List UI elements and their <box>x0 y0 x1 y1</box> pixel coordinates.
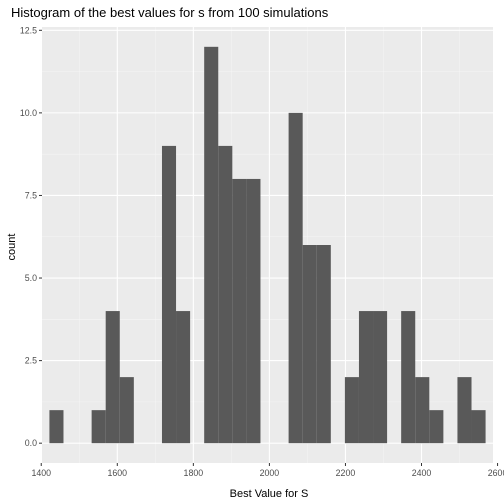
histogram-bar <box>415 377 430 444</box>
histogram-bar <box>232 178 247 444</box>
x-tick-label: 2000 <box>260 468 280 478</box>
histogram-bar <box>288 112 303 444</box>
y-axis: 0.0 2.5 5.0 7.5 10.0 12.5 <box>20 25 42 448</box>
x-axis: 1400 1600 1800 2000 2200 2400 2600 <box>31 463 504 478</box>
y-tick-label: 0.0 <box>25 438 37 448</box>
histogram-bar <box>471 410 486 444</box>
histogram-bar <box>49 410 64 444</box>
histogram-bar <box>457 377 472 444</box>
x-tick-label: 2600 <box>488 468 504 478</box>
x-axis-title: Best Value for S <box>230 488 309 500</box>
y-tick-label: 2.5 <box>25 356 37 366</box>
histogram-bar <box>161 145 177 444</box>
histogram-bar <box>246 178 261 444</box>
y-tick-label: 7.5 <box>25 190 37 200</box>
histogram-bar <box>176 311 191 444</box>
histogram-bar <box>373 311 388 444</box>
histogram-bar <box>91 410 106 444</box>
x-tick-label: 1400 <box>31 468 51 478</box>
x-tick-label: 1600 <box>108 468 128 478</box>
histogram-bar <box>358 311 374 444</box>
x-tick-label: 2200 <box>336 468 356 478</box>
histogram-bar <box>119 377 134 444</box>
chart-title: Histogram of the best values for s from … <box>11 5 329 20</box>
y-tick-label: 10.0 <box>20 108 37 118</box>
histogram-bar <box>429 410 444 444</box>
histogram-bar <box>204 46 219 444</box>
y-axis-title: count <box>6 234 18 261</box>
y-tick-label: 5.0 <box>25 273 37 283</box>
histogram-bar <box>316 245 331 444</box>
y-tick-label: 12.5 <box>20 25 37 35</box>
histogram-bars <box>49 46 486 444</box>
histogram-bar <box>105 311 120 444</box>
histogram-bar <box>344 377 359 444</box>
histogram-bar <box>401 311 416 444</box>
histogram-bar <box>218 145 233 444</box>
x-tick-label: 2400 <box>412 468 432 478</box>
x-tick-label: 1800 <box>184 468 204 478</box>
histogram-bar <box>302 245 317 444</box>
